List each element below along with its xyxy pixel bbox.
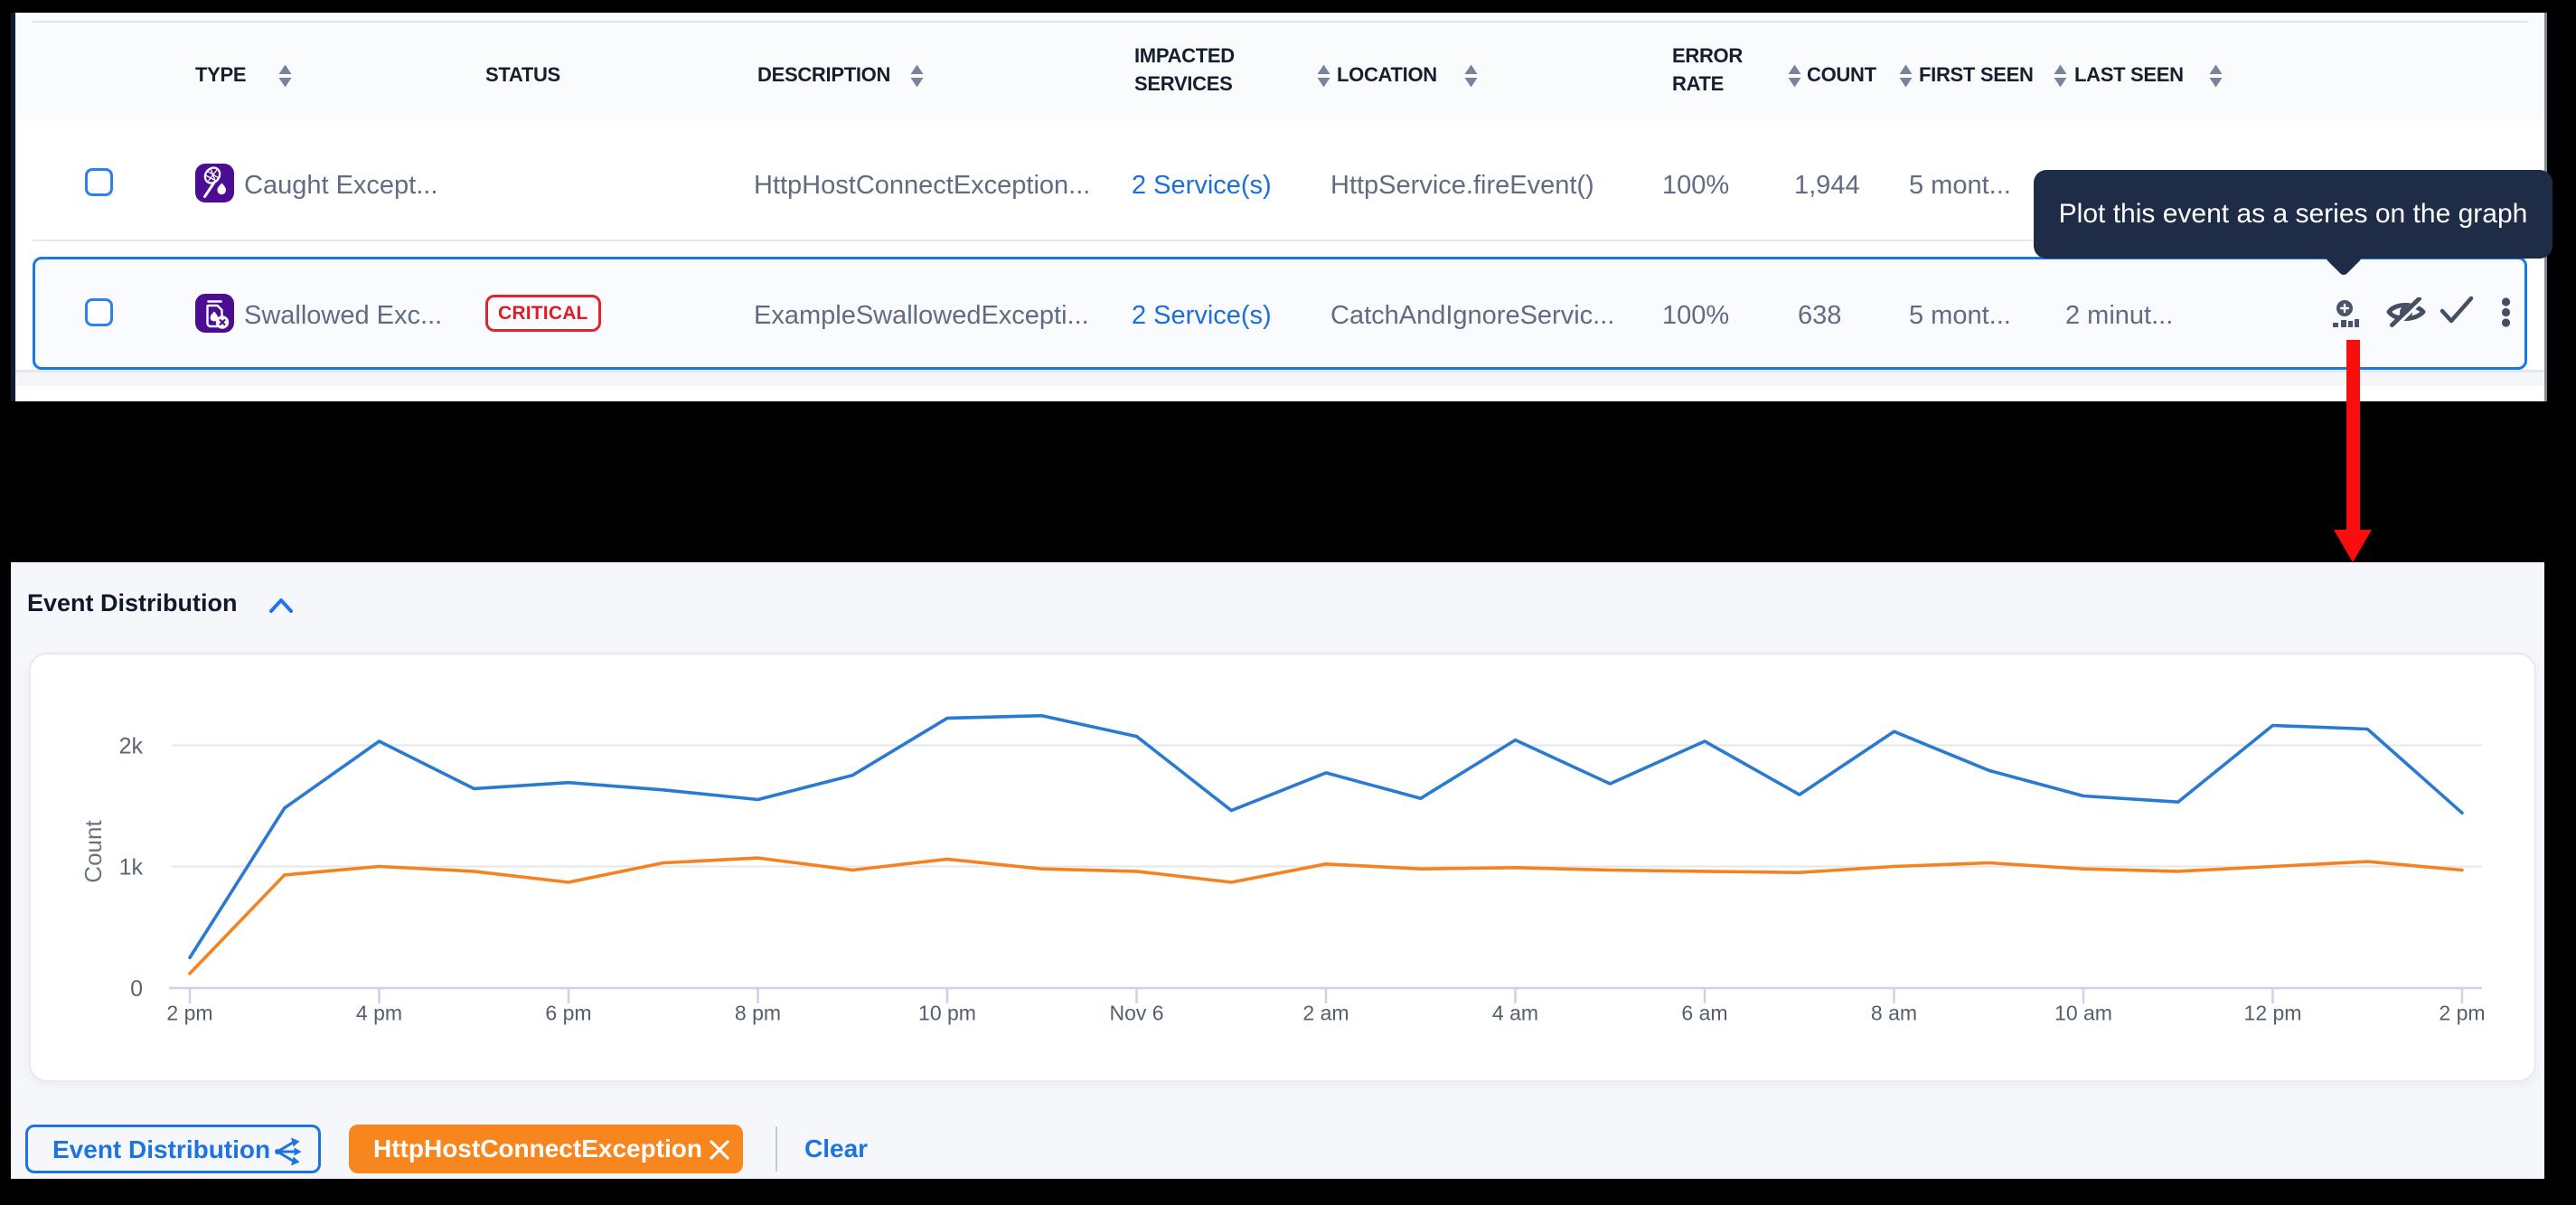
svg-text:8 pm: 8 pm (735, 1002, 781, 1025)
svg-text:12 pm: 12 pm (2244, 1002, 2302, 1025)
svg-text:Count: Count (80, 820, 107, 883)
svg-text:2 pm: 2 pm (166, 1002, 212, 1025)
svg-text:1k: 1k (119, 855, 144, 880)
svg-text:6 am: 6 am (1681, 1002, 1727, 1025)
svg-text:6 pm: 6 pm (545, 1002, 591, 1025)
svg-text:4 pm: 4 pm (356, 1002, 402, 1025)
svg-text:4 am: 4 am (1492, 1002, 1538, 1025)
svg-text:10 am: 10 am (2054, 1002, 2112, 1025)
svg-text:2k: 2k (119, 734, 144, 759)
svg-text:Nov 6: Nov 6 (1109, 1002, 1163, 1025)
svg-text:10 pm: 10 pm (918, 1002, 976, 1025)
svg-text:2 pm: 2 pm (2439, 1002, 2485, 1025)
svg-text:2 am: 2 am (1302, 1002, 1349, 1025)
svg-text:8 am: 8 am (1871, 1002, 1917, 1025)
svg-text:0: 0 (130, 976, 143, 1002)
